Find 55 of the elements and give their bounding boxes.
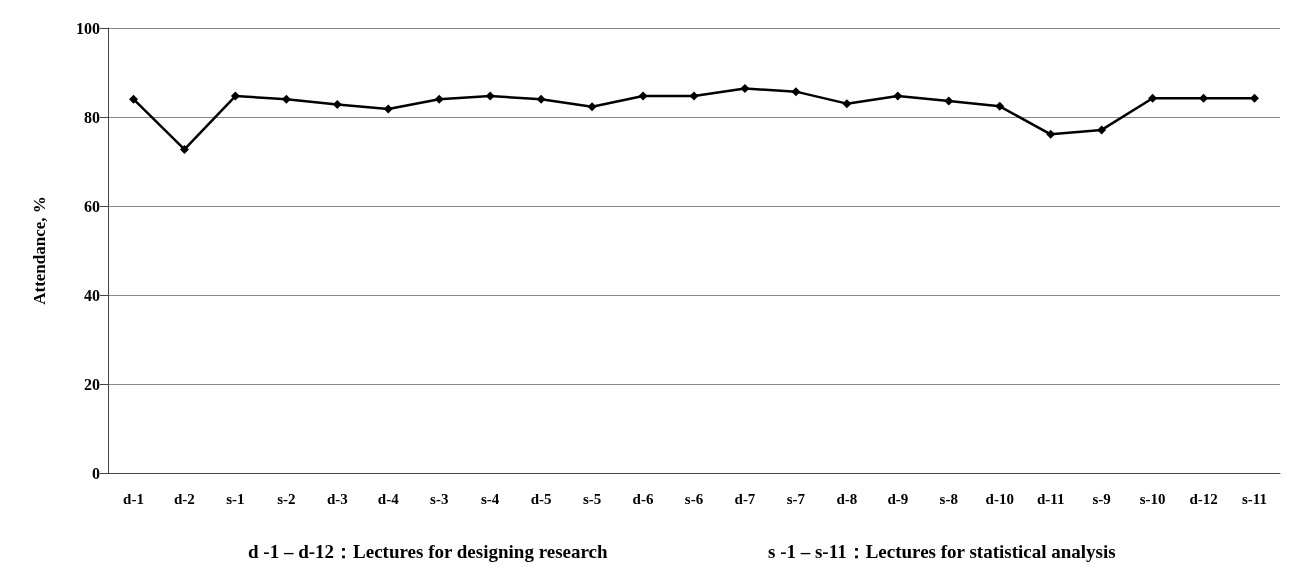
x-tick-label: d-1 xyxy=(123,490,144,507)
y-tick-label: 40 xyxy=(84,286,100,304)
point xyxy=(842,99,852,109)
x-tick-label: s-5 xyxy=(582,490,602,507)
point xyxy=(434,94,444,104)
y-tick-label: 20 xyxy=(84,375,100,393)
point xyxy=(230,91,240,101)
x-tick-label: s-3 xyxy=(430,490,449,507)
point xyxy=(383,104,393,114)
point xyxy=(332,100,342,110)
point xyxy=(1046,129,1056,139)
point xyxy=(791,87,801,97)
x-tick-label: s-6 xyxy=(684,490,704,507)
point xyxy=(893,91,903,101)
point xyxy=(740,84,750,94)
point xyxy=(1250,93,1260,103)
point xyxy=(944,96,954,106)
y-tick-label: 0 xyxy=(92,464,100,482)
x-tick-label: d-5 xyxy=(530,490,552,507)
x-tick-label: d-6 xyxy=(632,490,654,507)
point xyxy=(1199,93,1209,103)
x-tick-label: d-4 xyxy=(377,490,400,507)
x-tick-label: s-10 xyxy=(1139,490,1166,507)
point xyxy=(1148,93,1158,103)
point xyxy=(128,94,138,104)
x-tick-label: d-3 xyxy=(326,490,348,507)
x-tick-label: s-8 xyxy=(939,490,958,507)
point xyxy=(536,94,546,104)
text: s -1 – s-11：Lectures for statistical analysis xyxy=(768,541,1116,562)
point xyxy=(689,91,699,101)
x-tick-label: s-2 xyxy=(277,490,296,507)
x-tick-label: d-11 xyxy=(1036,490,1065,507)
y-tick-label: 100 xyxy=(76,19,100,37)
x-tick-label: d-2 xyxy=(174,490,195,507)
x-tick-label: d-7 xyxy=(734,490,756,507)
y-tick-label: 60 xyxy=(84,197,100,215)
x-tick-label: d-8 xyxy=(836,490,858,507)
x-tick-label: s-7 xyxy=(786,490,806,507)
text: d -1 – d-12：Lectures for designing research xyxy=(248,541,609,562)
x-tick-label: d-10 xyxy=(985,490,1014,507)
point xyxy=(179,144,189,154)
y-tick-label: 80 xyxy=(84,108,100,126)
point xyxy=(485,91,495,101)
y-axis-title: Attendance, % xyxy=(30,196,49,305)
x-tick-label: s-4 xyxy=(481,490,500,507)
point xyxy=(281,94,291,104)
x-tick-label: d-9 xyxy=(887,490,909,507)
point xyxy=(1097,125,1107,135)
point xyxy=(995,101,1005,111)
x-tick-label: s-11 xyxy=(1242,490,1268,507)
point xyxy=(638,91,648,101)
x-tick-label: s-9 xyxy=(1092,490,1111,507)
point xyxy=(587,102,597,112)
x-tick-label: s-1 xyxy=(226,490,245,507)
x-tick-label: d-12 xyxy=(1189,490,1218,507)
